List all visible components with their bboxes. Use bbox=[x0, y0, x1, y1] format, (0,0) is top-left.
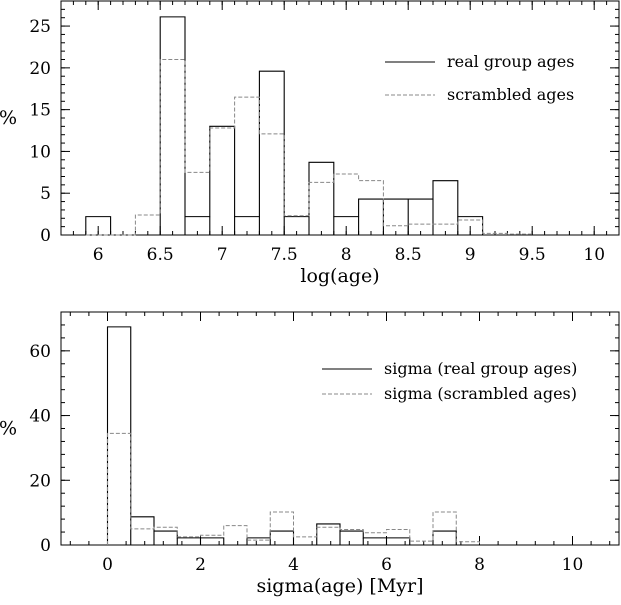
legend-label: sigma (scrambled ages) bbox=[384, 384, 577, 403]
histogram-bar bbox=[359, 181, 384, 235]
histogram-bar bbox=[108, 327, 131, 545]
x-tick-label: 8 bbox=[341, 245, 352, 265]
x-axis-label: sigma(age) [Myr] bbox=[256, 575, 423, 597]
histogram-bar bbox=[294, 537, 317, 545]
x-tick-label: 8.5 bbox=[395, 245, 422, 265]
x-tick-label: 9.5 bbox=[519, 245, 546, 265]
histogram-bar bbox=[259, 134, 284, 235]
histogram-bar bbox=[433, 181, 458, 235]
histogram-bar bbox=[224, 526, 247, 545]
histogram-bar bbox=[154, 531, 177, 545]
histogram-bar bbox=[160, 17, 185, 235]
histogram-bar bbox=[131, 529, 154, 545]
histogram-bar bbox=[270, 531, 293, 545]
histogram-bar bbox=[201, 535, 224, 545]
y-tick-label: 15 bbox=[29, 101, 51, 121]
plot-frame bbox=[60, 0, 620, 236]
x-tick-label: 2 bbox=[195, 555, 206, 575]
histogram-bar bbox=[363, 533, 386, 545]
scrambled-histogram-outline bbox=[85, 59, 533, 236]
legend-label: scrambled ages bbox=[447, 85, 574, 104]
histogram-bar bbox=[247, 538, 270, 545]
histogram-bar bbox=[259, 71, 284, 235]
histogram-bar bbox=[410, 541, 433, 545]
histogram-bar bbox=[363, 538, 386, 545]
y-tick-label: 25 bbox=[29, 17, 51, 37]
x-tick-label: 10 bbox=[583, 245, 605, 265]
x-tick-label: 4 bbox=[288, 555, 299, 575]
y-tick-label: 10 bbox=[29, 142, 51, 162]
histogram-bar bbox=[408, 199, 433, 235]
histogram-bar bbox=[309, 182, 334, 235]
top-histogram-panel: 6 6.5 7 7.5 8 8.5 9 9.5 10 0 5 10 15 20 25 log(age)% rea… bbox=[0, 0, 620, 287]
y-tick-label: 5 bbox=[40, 184, 51, 204]
histogram-bar bbox=[433, 531, 456, 545]
bottom-histogram-panel: 0 2 4 6 8 10 0 20 40 60 sigma(age) [Myr]% sigma (re… bbox=[0, 311, 620, 597]
x-tick-label: 6 bbox=[381, 555, 392, 575]
legend-label: sigma (real group ages) bbox=[384, 359, 577, 378]
histogram-bar bbox=[340, 529, 363, 545]
histogram-bar bbox=[131, 517, 154, 545]
y-tick-label: 20 bbox=[29, 59, 51, 79]
histogram-bar bbox=[201, 538, 224, 545]
histogram-bar bbox=[309, 162, 334, 235]
legend-label: real group ages bbox=[447, 52, 574, 71]
y-tick-label: 0 bbox=[40, 226, 51, 246]
x-tick-label: 6.5 bbox=[147, 245, 174, 265]
x-tick-label: 10 bbox=[562, 555, 584, 575]
y-axis-label: % bbox=[0, 418, 17, 440]
scrambled-histogram-outline bbox=[107, 432, 480, 545]
histogram-bar bbox=[334, 174, 359, 235]
histogram-bar bbox=[210, 128, 235, 235]
y-tick-label: 40 bbox=[29, 407, 51, 427]
x-tick-label: 7.5 bbox=[271, 245, 298, 265]
histogram-bar bbox=[247, 540, 270, 545]
x-tick-label: 8 bbox=[474, 555, 485, 575]
histogram-bar bbox=[340, 531, 363, 545]
y-axis-label: % bbox=[0, 107, 17, 129]
histogram-bar bbox=[154, 527, 177, 545]
x-axis-label: log(age) bbox=[300, 265, 379, 287]
histogram-bar bbox=[160, 60, 185, 236]
x-tick-label: 9 bbox=[465, 245, 476, 265]
histogram-bar bbox=[317, 527, 340, 545]
histogram-bar bbox=[359, 199, 384, 235]
y-tick-label: 60 bbox=[29, 342, 51, 362]
y-tick-label: 20 bbox=[29, 471, 51, 491]
y-tick-label: 0 bbox=[40, 536, 51, 556]
plot-frame bbox=[60, 311, 620, 546]
histogram-bar bbox=[185, 172, 210, 235]
histogram-bar bbox=[383, 199, 408, 235]
x-tick-label: 7 bbox=[217, 245, 228, 265]
histogram-bar bbox=[433, 512, 456, 545]
histogram-bar bbox=[270, 512, 293, 545]
x-tick-label: 6 bbox=[93, 245, 104, 265]
histogram-bar bbox=[387, 529, 410, 545]
x-tick-label: 0 bbox=[102, 555, 113, 575]
real-histogram-outline bbox=[85, 16, 533, 236]
histogram-bar bbox=[108, 433, 131, 545]
histogram-bar bbox=[177, 538, 200, 545]
histogram-bar bbox=[387, 538, 410, 545]
histogram-bar bbox=[235, 97, 260, 235]
histogram-bar bbox=[210, 126, 235, 235]
